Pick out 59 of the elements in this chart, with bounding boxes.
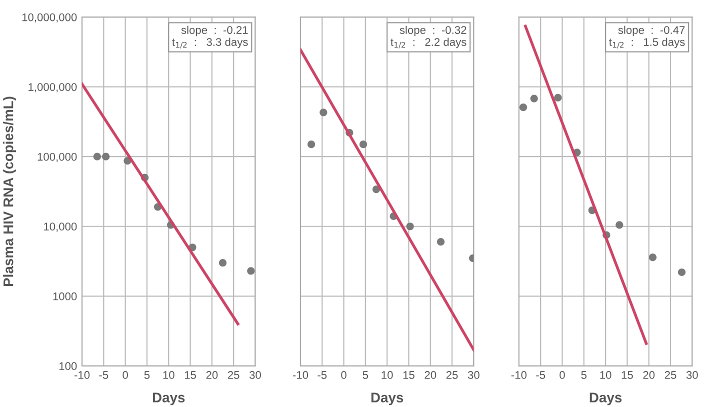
x-tick-label: -5 [318, 371, 327, 379]
point [406, 222, 414, 230]
x-tick-label: 5 [362, 371, 368, 379]
x-tick-label: -5 [99, 371, 108, 379]
y-tick-label: 1,000,000 [28, 83, 77, 92]
annotation: t$_{1/2}$ : 3.3 days [172, 38, 248, 48]
x-tick-label: -10 [511, 371, 527, 379]
x-tick-label: 10 [382, 371, 393, 379]
point [247, 267, 255, 275]
x-tick-label: -5 [536, 371, 546, 379]
x-tick-label: 25 [228, 371, 240, 379]
x-tick-label: 0 [122, 371, 128, 379]
annotation: slope : -0.32 [400, 26, 466, 36]
x-tick-label: 20 [206, 371, 218, 379]
annotation: slope : -0.47 [618, 26, 685, 36]
point [616, 221, 624, 229]
x-axis-title: Days [371, 392, 404, 406]
point [530, 94, 538, 102]
x-tick-label: 10 [600, 371, 612, 379]
x-tick-label: 15 [622, 371, 633, 379]
y-axis-title: Plasma HIV RNA (copies/mL) [3, 96, 16, 286]
x-tick-label: 15 [184, 371, 196, 379]
x-tick-label: 10 [163, 371, 174, 379]
x-tick-label: 30 [249, 371, 261, 379]
point [372, 185, 380, 194]
point [648, 254, 657, 262]
point [93, 152, 101, 160]
x-tick-label: 15 [403, 371, 414, 379]
x-tick-label: 0 [560, 371, 565, 379]
point [554, 94, 562, 102]
x-tick-label: 20 [643, 371, 655, 379]
x-tick-label: 25 [664, 371, 676, 379]
point [320, 108, 328, 116]
x-tick-label: 20 [424, 371, 436, 379]
y-tick-label: 10,000,000 [22, 13, 77, 23]
x-tick-label: 30 [686, 371, 698, 379]
point [102, 152, 110, 160]
y-tick-label: 100 [59, 362, 77, 370]
annotation: t$_{1/2}$ : 1.5 days [609, 38, 685, 48]
y-tick-label: 10,000 [44, 222, 77, 232]
x-tick-label: 30 [468, 371, 480, 379]
annotation: t$_{1/2}$ : 2.2 days [390, 38, 466, 48]
y-tick-label: 100,000 [38, 152, 77, 162]
point [678, 268, 686, 276]
x-tick-label: 0 [341, 371, 346, 379]
point [436, 238, 445, 246]
x-axis-title: Days [152, 392, 185, 406]
x-tick-label: 25 [446, 371, 458, 379]
point [359, 140, 368, 148]
annotation: slope : -0.21 [181, 26, 248, 36]
point [519, 103, 528, 112]
x-tick-label: -10 [74, 371, 90, 379]
point [218, 259, 227, 267]
x-tick-label: 5 [144, 371, 150, 379]
point [308, 140, 316, 148]
x-tick-label: -10 [292, 371, 308, 379]
x-tick-label: 5 [581, 371, 587, 379]
y-tick-label: 1000 [53, 292, 77, 300]
x-axis-title: Days [590, 392, 622, 406]
